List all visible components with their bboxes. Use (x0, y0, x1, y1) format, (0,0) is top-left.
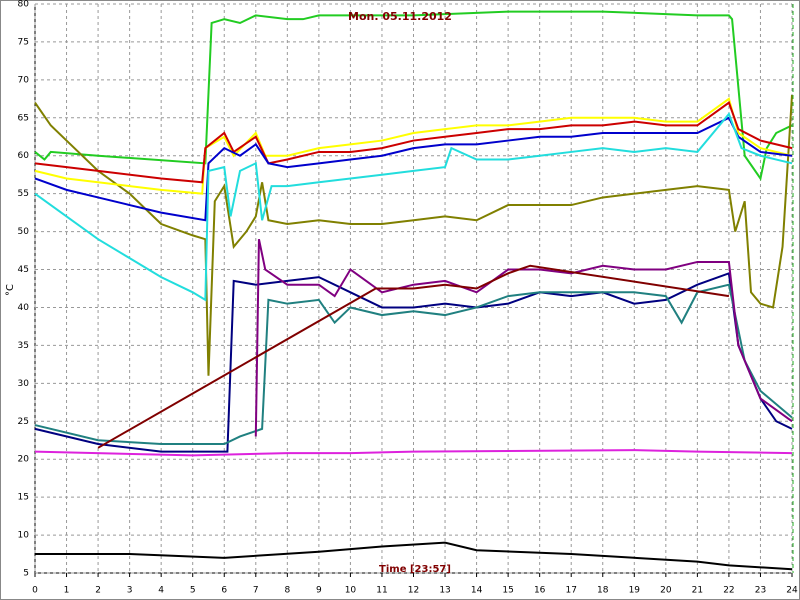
series-line (97, 264, 730, 449)
x-tick-label: 15 (502, 586, 513, 596)
series-line (34, 94, 793, 376)
series-line (34, 449, 793, 457)
x-tick-label: 11 (376, 586, 387, 596)
x-tick-label: 2 (95, 586, 101, 596)
y-tick-label: 55 (18, 189, 29, 199)
x-tick-label: 12 (408, 586, 419, 596)
y-tick-label: 10 (18, 531, 30, 541)
series-line (34, 10, 793, 181)
x-tick-label: 8 (284, 586, 290, 596)
x-tick-label: 5 (190, 586, 196, 596)
y-tick-label: 35 (18, 341, 29, 351)
x-tick-label: 19 (629, 586, 641, 596)
lines (34, 10, 793, 571)
x-tick-label: 10 (345, 586, 357, 596)
x-tick-label: 20 (660, 586, 672, 596)
y-tick-label: 30 (18, 379, 30, 389)
y-tick-label: 5 (23, 569, 29, 579)
x-tick-label: 23 (755, 586, 766, 596)
x-tick-label: 0 (32, 586, 38, 596)
y-axis-label: °C (5, 284, 16, 296)
y-tick-label: 50 (18, 227, 30, 237)
x-tick-label: 14 (471, 586, 483, 596)
series-line (35, 541, 793, 571)
series-line (34, 101, 793, 184)
x-tick-label: 3 (127, 586, 133, 596)
x-tick-label: 1 (64, 586, 70, 596)
chart-title: Mon. 05.11.2012 (348, 10, 452, 23)
y-tick-label: 65 (18, 113, 29, 123)
x-tick-label: 9 (316, 586, 322, 596)
y-tick-label: 20 (18, 455, 30, 465)
x-tick-label: 22 (723, 586, 734, 596)
y-tick-label: 25 (18, 417, 29, 427)
x-tick-label: 21 (692, 586, 703, 596)
y-tick-label: 70 (18, 75, 30, 85)
x-axis-label: Time [23:57] (379, 564, 451, 575)
x-tick-label: 13 (439, 586, 450, 596)
y-tick-label: 60 (18, 151, 30, 161)
x-tick-label: 7 (253, 586, 259, 596)
series-line (34, 283, 793, 446)
y-tick-label: 75 (18, 37, 29, 47)
x-tick-label: 4 (158, 586, 164, 596)
x-tick-label: 24 (786, 586, 798, 596)
series-line (34, 97, 793, 195)
series-line (34, 112, 793, 302)
y-tick-label: 40 (18, 303, 30, 313)
x-tick-label: 16 (534, 586, 546, 596)
series-line (34, 116, 793, 222)
x-tick-label: 6 (221, 586, 227, 596)
y-tick-label: 45 (18, 265, 29, 275)
x-tick-label: 18 (597, 586, 609, 596)
y-tick-label: 80 (18, 0, 30, 10)
y-tick-label: 15 (18, 493, 29, 503)
x-tick-label: 17 (565, 586, 576, 596)
